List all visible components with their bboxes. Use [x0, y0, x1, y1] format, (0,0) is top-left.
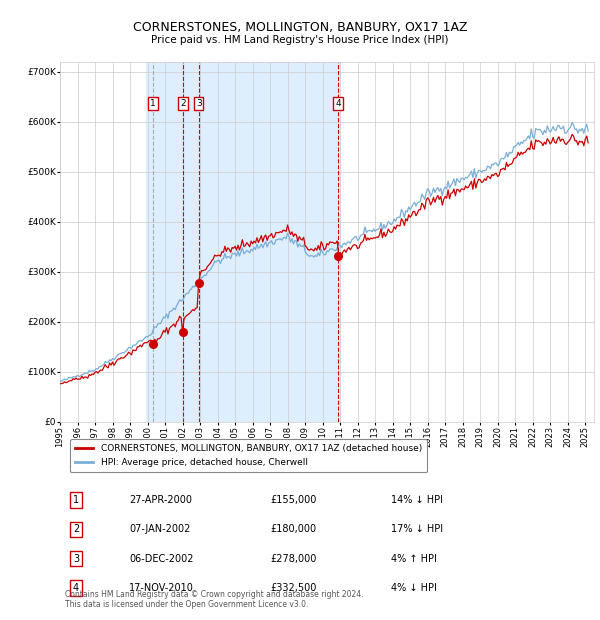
Text: 3: 3 [73, 554, 79, 564]
Text: 3: 3 [196, 99, 202, 108]
Text: £278,000: £278,000 [270, 554, 316, 564]
Legend: CORNERSTONES, MOLLINGTON, BANBURY, OX17 1AZ (detached house), HPI: Average price: CORNERSTONES, MOLLINGTON, BANBURY, OX17 … [70, 439, 427, 472]
Text: 1: 1 [73, 495, 79, 505]
Text: 4: 4 [335, 99, 341, 108]
Text: 2: 2 [73, 525, 79, 534]
Bar [146, 62, 340, 422]
Text: Contains HM Land Registry data © Crown copyright and database right 2024.
This d: Contains HM Land Registry data © Crown c… [65, 590, 364, 609]
Text: 06-DEC-2002: 06-DEC-2002 [130, 554, 194, 564]
Text: Price paid vs. HM Land Registry's House Price Index (HPI): Price paid vs. HM Land Registry's House … [151, 35, 449, 45]
Text: 4% ↑ HPI: 4% ↑ HPI [391, 554, 437, 564]
Text: £155,000: £155,000 [270, 495, 316, 505]
Text: £332,500: £332,500 [270, 583, 316, 593]
Text: 07-JAN-2002: 07-JAN-2002 [130, 525, 191, 534]
Text: 27-APR-2000: 27-APR-2000 [130, 495, 193, 505]
Text: 1: 1 [150, 99, 156, 108]
Text: CORNERSTONES, MOLLINGTON, BANBURY, OX17 1AZ: CORNERSTONES, MOLLINGTON, BANBURY, OX17 … [133, 22, 467, 34]
Text: 14% ↓ HPI: 14% ↓ HPI [391, 495, 443, 505]
Text: £180,000: £180,000 [270, 525, 316, 534]
Text: 4% ↓ HPI: 4% ↓ HPI [391, 583, 437, 593]
Text: 17% ↓ HPI: 17% ↓ HPI [391, 525, 443, 534]
Text: 4: 4 [73, 583, 79, 593]
Text: 2: 2 [180, 99, 186, 108]
Text: 17-NOV-2010: 17-NOV-2010 [130, 583, 194, 593]
